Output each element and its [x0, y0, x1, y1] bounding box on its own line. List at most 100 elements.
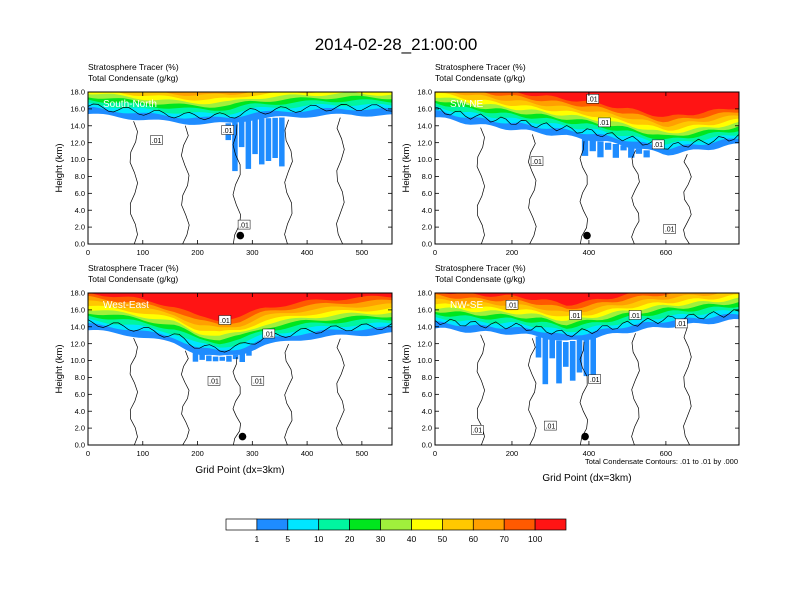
y-tick-label: 16.0	[70, 104, 85, 113]
y-tick-label: 18.0	[417, 88, 432, 97]
tracer-band-6	[88, 92, 392, 101]
colorbar-swatch	[534, 518, 567, 531]
y-tick-label: 4.0	[422, 407, 432, 416]
panel-title-line: Stratosphere Tracer (%)	[435, 62, 526, 72]
intrusion-streak	[556, 340, 562, 384]
condensate-contour	[435, 309, 739, 338]
contour-label: .01	[532, 159, 542, 166]
y-tick-label: 18.0	[70, 88, 85, 97]
contour-label-box	[505, 300, 519, 310]
contour-label-box	[569, 310, 582, 320]
condensate-contour	[579, 141, 588, 244]
contour-label: .01	[220, 318, 230, 325]
x-tick-label: 600	[660, 248, 673, 257]
plot-frame	[434, 91, 740, 245]
intrusion-streak	[628, 146, 635, 158]
y-tick-label: 8.0	[75, 373, 85, 382]
y-tick-label: 14.0	[417, 121, 432, 130]
contour-label-box	[251, 376, 265, 386]
intrusion-streak	[590, 337, 596, 378]
x-axis-label: Grid Point (dx=3km)	[542, 473, 631, 484]
x-tick-label: 500	[356, 449, 369, 458]
condensate-contour	[129, 337, 138, 445]
intrusion-streak	[589, 140, 596, 152]
x-tick-label: 300	[246, 449, 259, 458]
intrusion-streak	[535, 336, 542, 358]
x-tick-label: 100	[137, 449, 150, 458]
x-tick-label: 0	[433, 449, 437, 458]
y-tick-label: 16.0	[70, 305, 85, 314]
condensate-contour	[435, 106, 739, 150]
intrusion-streak	[239, 353, 245, 362]
contour-label: .01	[264, 331, 274, 338]
colorbar-label: 20	[345, 534, 355, 544]
contour-label: .01	[571, 313, 581, 320]
intrusion-streak	[246, 350, 252, 356]
contour-label: .01	[239, 222, 249, 229]
location-marker	[236, 231, 245, 240]
x-tick-label: 400	[583, 248, 596, 257]
intrusion-streak	[232, 122, 238, 172]
y-tick-label: 12.0	[70, 138, 85, 147]
y-tick-label: 4.0	[75, 407, 85, 416]
intrusion-streak	[272, 117, 278, 158]
colorbar-label: 100	[528, 534, 542, 544]
location-marker	[581, 432, 589, 441]
y-tick-label: 6.0	[75, 390, 85, 399]
y-tick-label: 16.0	[417, 104, 432, 113]
panel-west-east: .01 .01 .01 .01 West-East Stratosphere Tracer…	[54, 263, 393, 476]
colorbar-label: 30	[376, 534, 386, 544]
y-tick-label: 4.0	[75, 206, 85, 215]
colorbar-label: 50	[438, 534, 448, 544]
y-tick-label: 10.0	[70, 356, 85, 365]
x-tick-label: 200	[191, 449, 204, 458]
panel-title-line: Stratosphere Tracer (%)	[88, 62, 179, 72]
x-tick-label: 0	[86, 449, 90, 458]
intrusion-streak	[635, 148, 643, 154]
colorbar-swatch	[503, 518, 536, 531]
y-axis-label: Height (km)	[401, 344, 412, 393]
intrusion-streak	[199, 354, 205, 360]
contour-label-box	[586, 94, 600, 104]
x-tick-label: 600	[660, 449, 673, 458]
y-tick-label: 0.0	[422, 441, 432, 450]
intrusion-streak	[605, 142, 612, 150]
intrusion-streak	[576, 340, 583, 373]
contour-label-box	[262, 328, 276, 339]
plot-frame	[87, 292, 393, 446]
location-marker	[583, 231, 591, 240]
x-tick-label: 200	[506, 248, 519, 257]
contour-label-box	[237, 219, 251, 230]
intrusion-streak	[259, 118, 265, 165]
condensate-contour	[181, 350, 190, 445]
colorbar-swatch	[411, 518, 443, 531]
panel-nw-se: .01 .01 .01 .01 .01 .01 .01 NW-SE Stratosphere T…	[401, 263, 740, 484]
colorbar-swatch	[349, 518, 381, 531]
contour-label: .01	[546, 423, 556, 430]
location-marker	[238, 432, 247, 441]
contour-label-box	[675, 318, 688, 329]
y-tick-label: 8.0	[75, 172, 85, 181]
contour-label: .01	[253, 379, 263, 386]
contour-label: .01	[152, 138, 162, 145]
contour-label-box	[221, 125, 234, 135]
colorbar-swatch	[256, 518, 289, 531]
intrusion-streak	[252, 118, 258, 155]
condensate-contour	[579, 341, 588, 445]
tracer-band-9	[435, 293, 739, 306]
condensate-contour	[683, 154, 692, 244]
y-axis-label: Height (km)	[401, 143, 412, 192]
condensate-contour	[631, 150, 640, 244]
y-tick-label: 12.0	[417, 339, 432, 348]
intrusion-streak	[620, 145, 627, 151]
condensate-contour	[683, 327, 692, 445]
y-tick-label: 0.0	[75, 240, 85, 249]
condensate-contour	[476, 127, 485, 244]
intrusion-streak	[569, 341, 576, 381]
intrusion-streak	[549, 339, 555, 359]
contour-label: .01	[472, 428, 482, 435]
y-tick-label: 8.0	[422, 172, 432, 181]
y-axis-label: Height (km)	[54, 143, 65, 192]
colorbar-swatch	[318, 518, 350, 531]
condensate-contour	[284, 343, 293, 445]
